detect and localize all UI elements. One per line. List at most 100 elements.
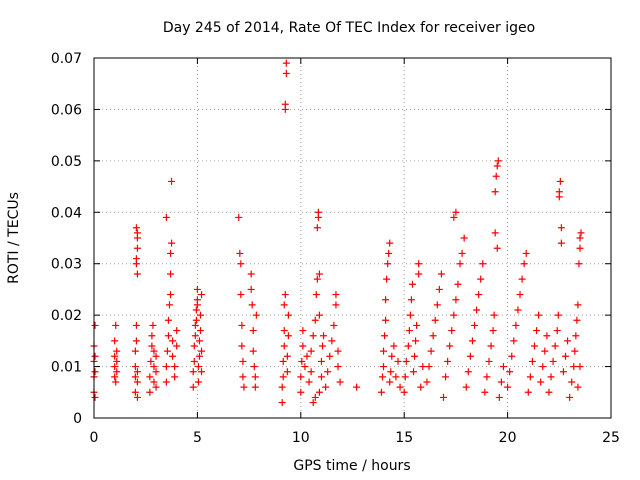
data-point [309,399,317,407]
data-point [249,347,257,355]
data-point [415,260,423,268]
data-point [574,383,582,391]
data-point [533,327,541,335]
data-point [545,388,553,396]
data-point [301,363,309,371]
data-point [112,321,120,329]
data-point [319,342,327,350]
x-tick-label: 15 [395,430,413,446]
data-point [415,270,423,278]
data-point [490,311,498,319]
data-point [477,275,485,283]
data-point [198,291,206,299]
data-point [169,352,177,360]
data-point [282,59,290,67]
data-point [164,316,172,324]
data-point [189,368,197,376]
data-point [408,280,416,288]
data-point [471,321,479,329]
data-point [380,363,388,371]
data-point [150,378,158,386]
data-point [557,224,565,232]
data-point [91,368,99,376]
data-point [198,368,206,376]
data-point [131,347,139,355]
data-point [281,100,289,108]
data-point [283,352,291,360]
data-point [315,270,323,278]
data-point [442,373,450,381]
data-point [452,296,460,304]
data-point [431,316,439,324]
data-point [111,373,119,381]
x-tick-label: 10 [292,430,310,446]
data-point [149,321,157,329]
data-point [473,306,481,314]
data-point [148,332,156,340]
data-point [425,363,433,371]
data-point [307,368,315,376]
data-point [111,337,119,345]
data-point [576,234,584,242]
data-point [427,347,435,355]
data-point [381,332,389,340]
data-point [404,342,412,350]
data-point [492,172,500,180]
x-axis-label: GPS time / hours [293,458,410,474]
data-point [433,301,441,309]
data-point [313,224,321,232]
data-point [439,393,447,401]
data-point [437,270,445,278]
data-point [192,306,200,314]
data-point [131,363,139,371]
data-point [309,332,317,340]
data-point [466,352,474,360]
data-point [165,301,173,309]
data-point [112,378,120,386]
data-point [194,378,202,386]
data-point [299,342,307,350]
data-point [576,363,584,371]
data-point [297,373,305,381]
data-point [377,388,385,396]
data-point [328,337,336,345]
data-point [311,393,319,401]
data-point [487,342,495,350]
data-point [564,337,572,345]
data-point [382,316,390,324]
data-point [315,311,323,319]
data-point [535,311,543,319]
data-point [412,337,420,345]
data-point [326,352,334,360]
data-point [572,332,580,340]
data-point [281,291,289,299]
data-point [386,239,394,247]
data-point [248,301,256,309]
data-point [190,357,198,365]
data-point [456,260,464,268]
data-point [320,332,328,340]
data-point [526,373,534,381]
data-point [315,388,323,396]
data-point [489,327,497,335]
data-point [435,285,443,293]
data-point [91,393,99,401]
data-point [485,357,493,365]
data-point [551,342,559,350]
data-point [167,291,175,299]
data-point [537,378,545,386]
data-point [173,327,181,335]
data-point [111,363,119,371]
y-tick-label: 0.05 [51,154,82,170]
data-point [556,177,564,185]
data-point [475,291,483,299]
data-point [401,373,409,381]
x-tick-label: 25 [602,430,620,446]
data-point [385,249,393,257]
data-point [530,342,538,350]
data-point [322,383,330,391]
data-point [152,383,160,391]
data-point [522,249,530,257]
data-point [387,368,395,376]
